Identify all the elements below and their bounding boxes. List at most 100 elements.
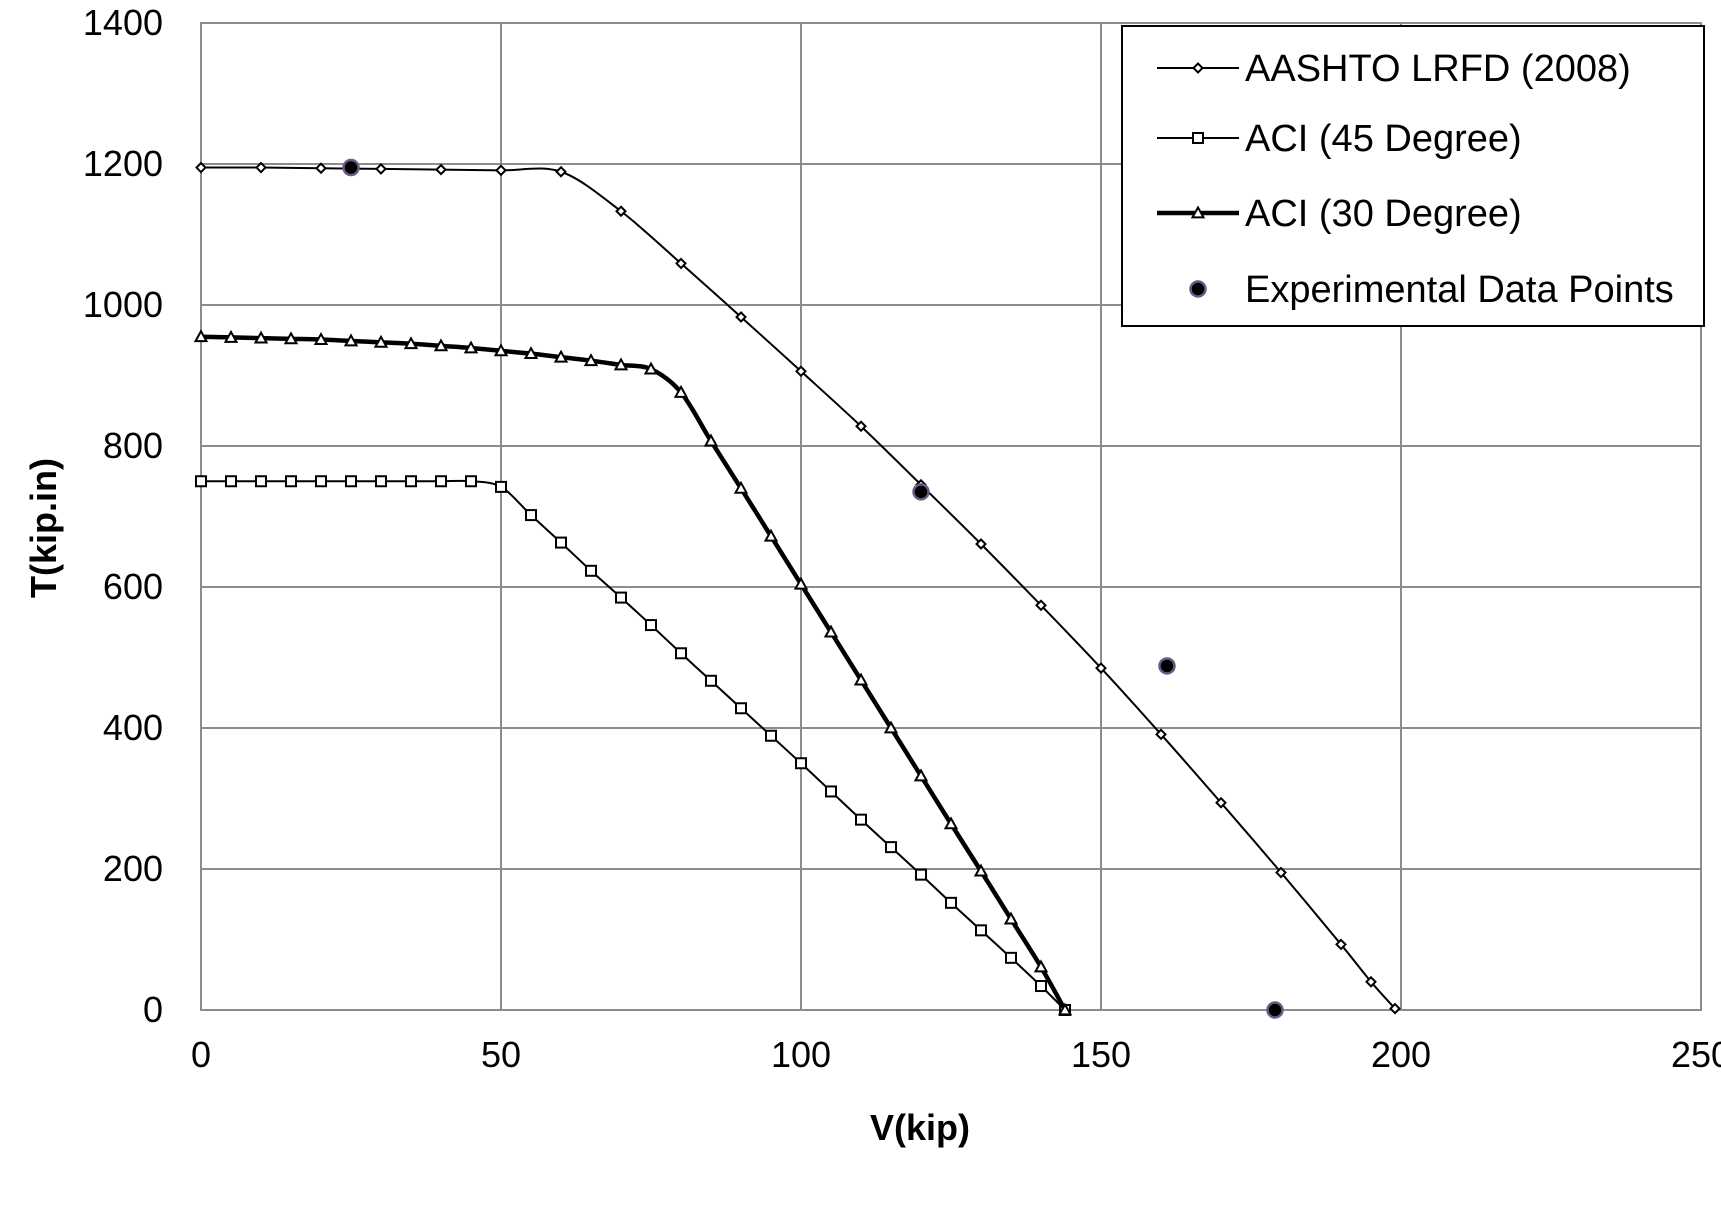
data-point: [883, 720, 899, 734]
data-point: [1033, 959, 1049, 973]
data-point: [912, 483, 930, 501]
data-point: [1365, 975, 1377, 988]
data-point: [1335, 938, 1347, 951]
data-point: [855, 420, 867, 433]
data-point: [495, 164, 507, 177]
legend-marker: [1189, 280, 1207, 298]
data-point: [795, 757, 807, 770]
data-point: [765, 729, 777, 742]
series-2: [193, 329, 1073, 1016]
data-point: [1035, 980, 1047, 993]
data-point: [973, 863, 989, 877]
data-point: [735, 311, 747, 323]
data-point: [255, 475, 267, 488]
data-point: [763, 528, 779, 542]
legend-entry: ACI (30 Degree): [1157, 193, 1522, 235]
data-point: [405, 475, 417, 488]
data-point: [315, 475, 327, 488]
data-point: [225, 475, 237, 488]
x-tick-label: 150: [1071, 1034, 1131, 1075]
legend-entry: ACI (45 Degree): [1157, 118, 1522, 160]
data-point: [1389, 1002, 1401, 1015]
y-axis-title: T(kip.in): [23, 458, 64, 598]
data-point: [733, 480, 749, 494]
legend-label: Experimental Data Points: [1245, 269, 1674, 311]
data-point: [1158, 657, 1176, 675]
data-point: [643, 361, 659, 375]
data-point: [1095, 662, 1107, 674]
legend-label: AASHTO LRFD (2008): [1245, 48, 1631, 90]
data-point: [495, 480, 507, 493]
data-point: [975, 924, 987, 937]
data-point: [525, 509, 537, 522]
data-point: [315, 162, 327, 175]
y-tick-label: 1400: [83, 2, 163, 43]
legend: AASHTO LRFD (2008) ACI (45 Degree) ACI (30…: [1121, 25, 1705, 327]
data-point: [555, 536, 567, 549]
series-line: [201, 479, 1066, 1011]
data-point: [375, 475, 387, 488]
y-tick-label: 1000: [83, 284, 163, 325]
data-point: [1275, 866, 1287, 879]
data-point: [705, 674, 717, 687]
data-point: [193, 329, 209, 343]
series-line: [200, 334, 1067, 1012]
data-point: [913, 768, 929, 782]
x-tick-label: 250: [1671, 1034, 1721, 1075]
data-point: [615, 591, 627, 604]
data-point: [465, 475, 477, 488]
data-point: [585, 564, 597, 577]
x-axis-title: V(kip): [870, 1107, 970, 1148]
data-point: [1035, 599, 1047, 612]
data-point: [255, 161, 267, 174]
data-point: [285, 475, 297, 488]
data-point: [433, 338, 449, 352]
data-point: [553, 349, 569, 363]
legend-label: ACI (30 Degree): [1245, 193, 1522, 235]
data-point: [793, 576, 809, 590]
data-point: [463, 340, 479, 354]
data-point: [435, 163, 447, 176]
x-tick-label: 0: [191, 1034, 211, 1075]
data-point: [342, 158, 360, 177]
legend-marker: [1190, 205, 1206, 219]
data-point: [1003, 911, 1019, 925]
data-point: [615, 205, 627, 218]
data-point: [223, 329, 239, 343]
data-point: [373, 334, 389, 348]
data-point: [195, 475, 207, 488]
data-point: [1005, 951, 1017, 964]
y-tick-label: 800: [103, 425, 163, 466]
series-layer: [193, 158, 1401, 1019]
data-point: [345, 475, 357, 488]
data-point: [945, 896, 957, 909]
legend-entry: AASHTO LRFD (2008): [1157, 48, 1631, 90]
series-3: [342, 158, 1284, 1019]
y-tick-label: 200: [103, 848, 163, 889]
x-tick-label: 100: [771, 1034, 831, 1075]
y-tick-label: 400: [103, 707, 163, 748]
data-point: [675, 647, 687, 660]
data-point: [435, 475, 447, 488]
data-point: [703, 433, 719, 447]
data-point: [943, 816, 959, 830]
data-point: [915, 868, 927, 881]
data-point: [855, 813, 867, 826]
legend-marker: [1192, 62, 1204, 74]
data-point: [1155, 728, 1167, 741]
data-point: [795, 365, 807, 378]
data-point: [645, 619, 657, 632]
data-point: [523, 346, 539, 360]
data-point: [735, 702, 747, 715]
y-tick-label: 0: [143, 989, 163, 1030]
tick-labels: 0 50 100 150 200 250 0 200 400 600 800 1000 1200 1400: [83, 2, 1721, 1075]
data-point: [343, 333, 359, 347]
data-point: [613, 357, 629, 371]
x-tick-label: 50: [481, 1034, 521, 1075]
data-point: [375, 163, 387, 175]
series-1: [195, 475, 1071, 1016]
y-tick-label: 1200: [83, 143, 163, 184]
legend-box: [1121, 25, 1705, 327]
data-point: [1057, 1002, 1073, 1016]
